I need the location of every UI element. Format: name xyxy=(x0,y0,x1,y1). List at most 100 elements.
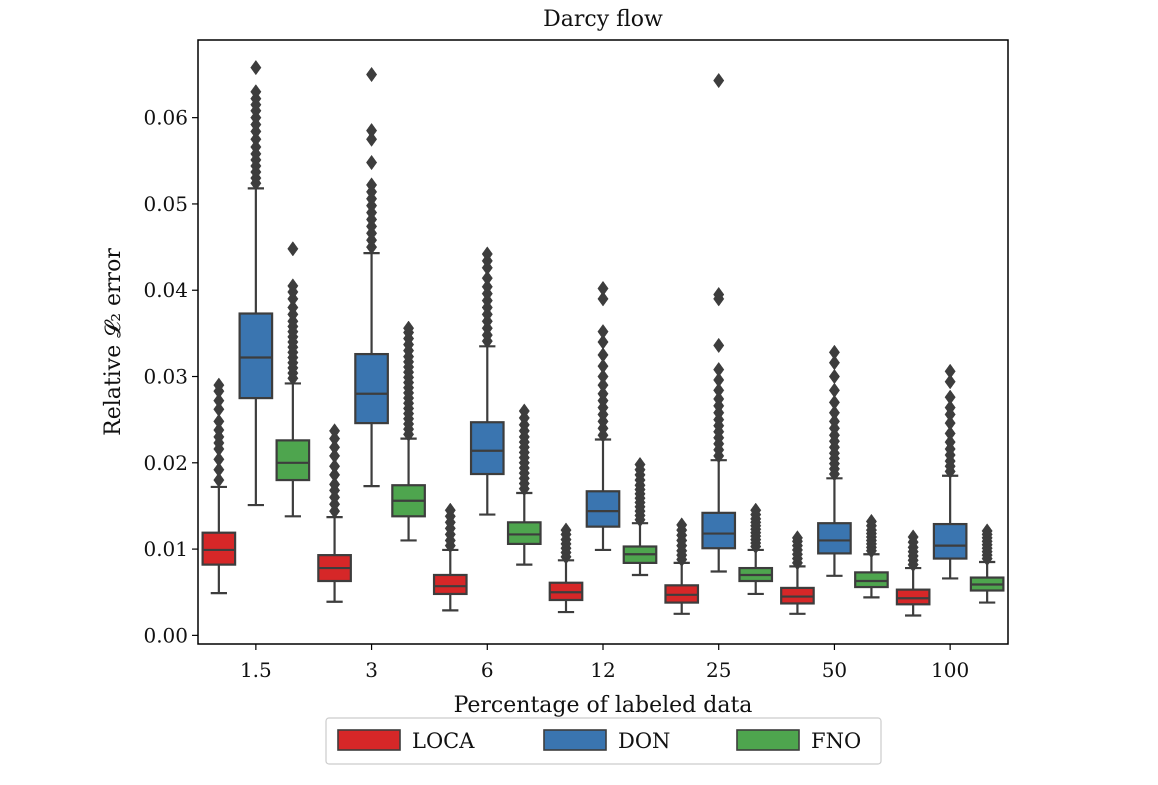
outlier-point xyxy=(213,472,225,488)
outlier-point xyxy=(213,422,225,438)
x-tick-label: 3 xyxy=(365,658,378,682)
outlier-point xyxy=(713,391,725,407)
outlier-point xyxy=(366,131,378,147)
box-loca-1.5 xyxy=(201,377,237,595)
outlier-point xyxy=(329,458,341,474)
outlier-point xyxy=(560,522,572,538)
box-iqr xyxy=(275,439,311,482)
box-fno-12 xyxy=(622,456,658,577)
outlier-point xyxy=(713,286,725,303)
outlier-point xyxy=(828,368,840,385)
outlier-point xyxy=(366,177,378,193)
outlier-point xyxy=(329,476,341,492)
outlier-point xyxy=(597,358,609,374)
x-tick-label: 12 xyxy=(590,658,615,682)
outlier-point xyxy=(481,279,493,295)
outlier-point xyxy=(481,246,493,262)
outlier-point xyxy=(250,131,262,147)
outlier-point xyxy=(944,389,956,405)
y-tick-label: 0.01 xyxy=(143,537,188,561)
y-axis-title: Relative 𝓛₂ error xyxy=(101,248,126,436)
legend-swatch-don xyxy=(543,729,607,751)
box-iqr xyxy=(201,531,237,566)
outlier-point xyxy=(250,59,262,76)
box-iqr xyxy=(701,511,737,550)
box-don-50 xyxy=(817,344,852,577)
y-tick-label: 0.00 xyxy=(143,623,188,647)
box-loca-12 xyxy=(548,522,584,614)
outlier-point xyxy=(597,386,609,402)
outlier-point xyxy=(828,344,840,360)
outlier-point xyxy=(213,413,225,430)
outlier-point xyxy=(213,393,225,409)
outlier-point xyxy=(713,382,725,398)
legend-items: LOCA DON FNO xyxy=(337,729,861,753)
outlier-point xyxy=(329,431,341,447)
box-fno-100 xyxy=(969,523,1005,604)
box-fno-25 xyxy=(738,502,774,596)
box-don-25 xyxy=(701,72,737,573)
chart-title: Darcy flow xyxy=(543,7,663,32)
outlier-point xyxy=(213,401,225,417)
outlier-point xyxy=(597,334,609,350)
outlier-point xyxy=(713,361,725,378)
outlier-point xyxy=(287,299,299,316)
y-tick-label: 0.02 xyxy=(143,451,188,475)
outlier-point xyxy=(713,372,725,388)
outlier-point xyxy=(213,451,225,467)
legend-swatch-fno xyxy=(736,729,800,751)
outlier-point xyxy=(907,529,919,545)
x-tick-label: 50 xyxy=(822,658,847,682)
box-fno-1.5 xyxy=(275,241,311,518)
x-tick-label: 6 xyxy=(481,658,494,682)
outlier-point xyxy=(597,347,609,363)
legend-label-loca: LOCA xyxy=(412,729,475,753)
outlier-point xyxy=(213,377,225,393)
x-tick-label: 25 xyxy=(706,658,731,682)
outlier-point xyxy=(213,462,225,478)
box-don-12 xyxy=(585,280,621,552)
box-fno-50 xyxy=(854,513,889,599)
plot-area xyxy=(201,59,1005,617)
y-axis: 0.00 0.01 0.02 0.03 0.04 0.05 0.06 xyxy=(143,106,198,647)
outlier-point xyxy=(329,439,341,455)
box-don-1.5 xyxy=(238,59,274,507)
outlier-point xyxy=(944,363,956,379)
outlier-point xyxy=(634,456,646,473)
box-iqr xyxy=(895,588,931,606)
box-loca-100 xyxy=(895,529,931,617)
box-loca-3 xyxy=(317,423,352,603)
legend-label-fno: FNO xyxy=(811,729,861,753)
outlier-point xyxy=(944,415,956,431)
outlier-point xyxy=(287,241,299,257)
outlier-point xyxy=(597,280,609,297)
box-iqr xyxy=(238,312,274,400)
outlier-point xyxy=(828,355,840,371)
outlier-point xyxy=(250,84,262,100)
outlier-point xyxy=(944,399,956,416)
box-iqr xyxy=(932,522,968,560)
outlier-point xyxy=(287,278,299,294)
x-axis: 1.5 3 6 12 25 50 100 xyxy=(240,644,969,682)
outlier-point xyxy=(597,368,609,385)
outlier-point xyxy=(791,530,803,546)
box-iqr xyxy=(432,573,468,596)
y-tick-label: 0.03 xyxy=(143,365,188,389)
outlier-point xyxy=(329,467,341,483)
x-tick-label: 100 xyxy=(931,658,969,682)
y-tick-label: 0.05 xyxy=(143,192,188,216)
outlier-point xyxy=(981,523,993,539)
outlier-point xyxy=(597,324,609,340)
outlier-point xyxy=(329,448,341,464)
outlier-point xyxy=(250,139,262,155)
legend: LOCA DON FNO xyxy=(325,717,882,765)
box-fno-3 xyxy=(391,320,426,542)
outlier-point xyxy=(828,405,840,421)
outlier-point xyxy=(944,434,956,450)
outlier-point xyxy=(518,403,530,419)
outlier-point xyxy=(403,320,415,336)
outlier-point xyxy=(329,423,341,439)
box-fno-6 xyxy=(506,403,542,566)
legend-swatch-loca xyxy=(337,729,401,751)
